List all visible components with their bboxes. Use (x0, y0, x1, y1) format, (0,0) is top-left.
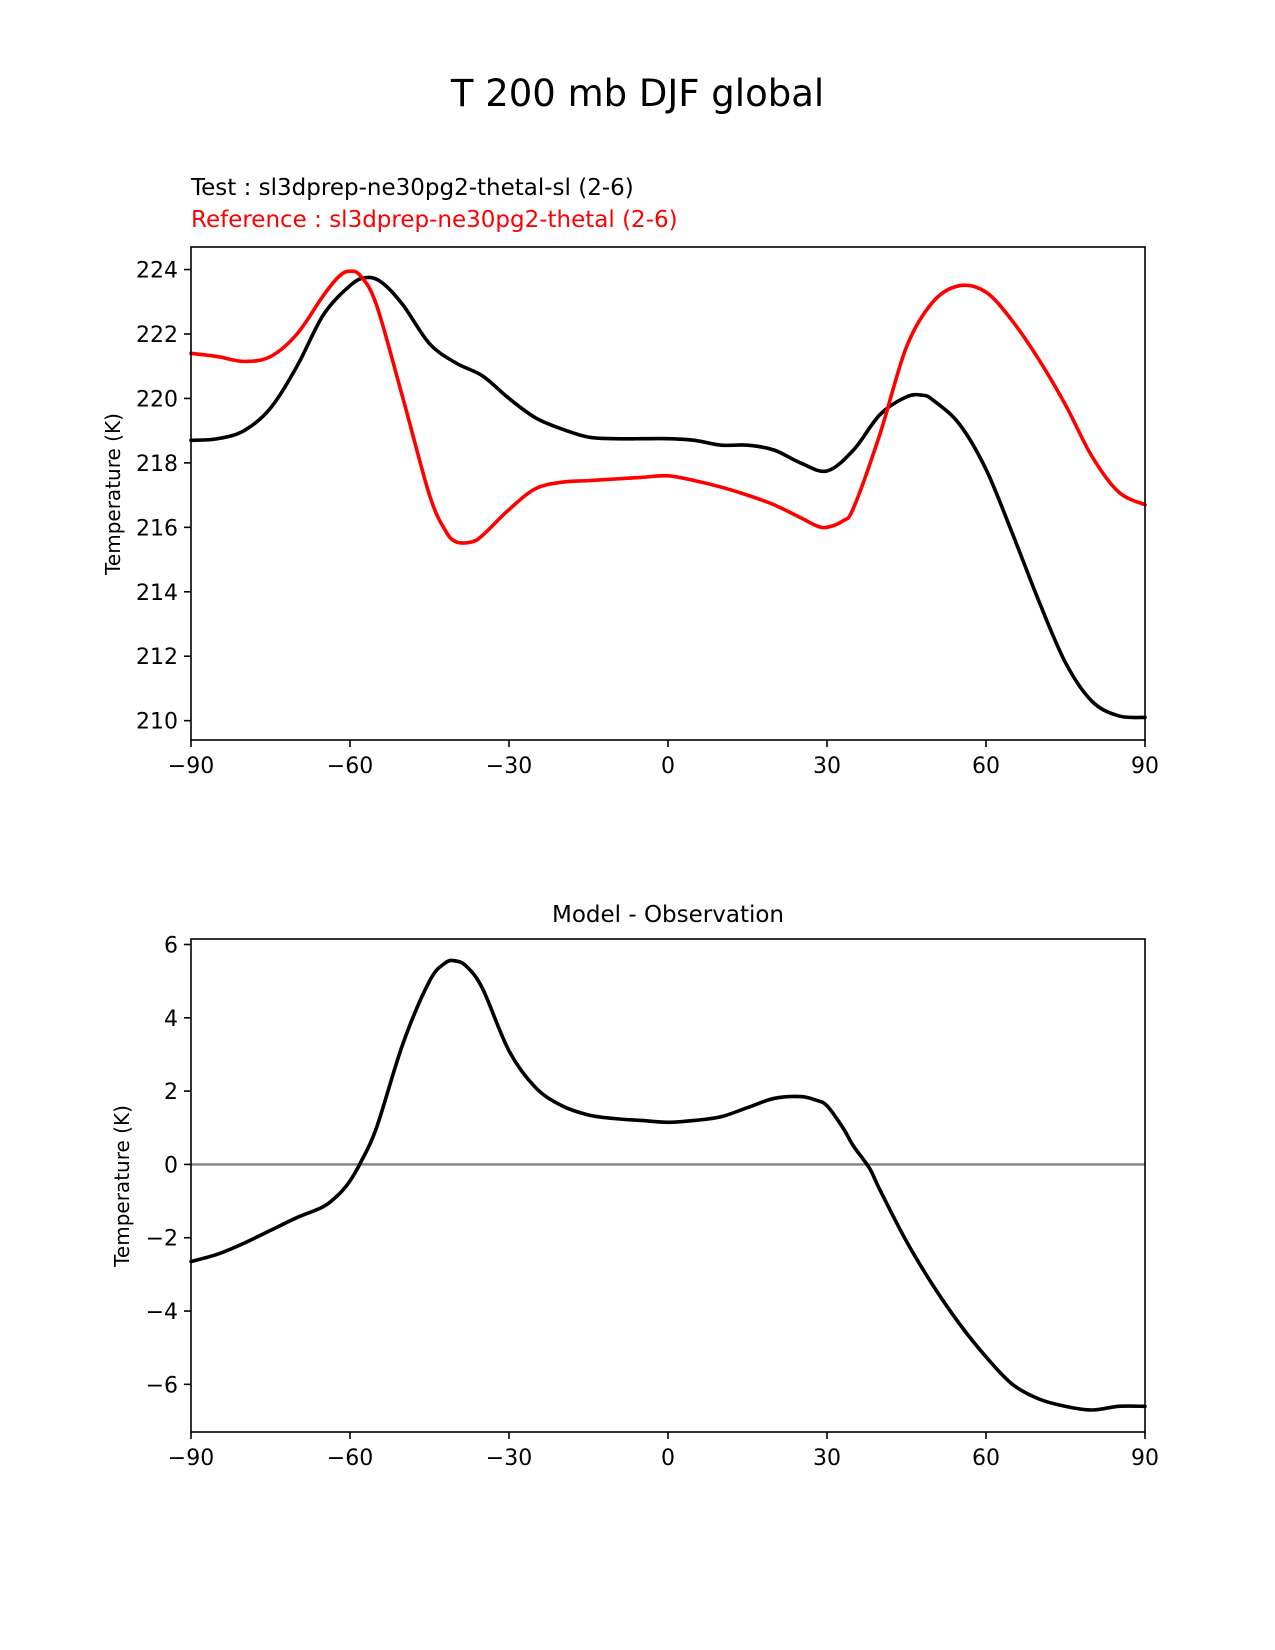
y-tick-label: 4 (164, 1007, 178, 1032)
y-tick-label: 6 (164, 933, 178, 958)
temperature-plot: −90 −60 −30 0 30 60 90 210 212 214 216 218 220 222 224 (136, 246, 1159, 779)
test-series-line (189, 275, 1147, 720)
x-tick-label: 30 (813, 754, 841, 779)
y-tick-label: 222 (136, 323, 178, 348)
y-tick-label: 218 (136, 452, 178, 477)
difference-series-line (189, 958, 1147, 1412)
x-tick-label: 90 (1131, 1446, 1159, 1471)
y-tick-label: 220 (136, 387, 178, 412)
y-tick-label: 224 (136, 259, 178, 284)
y-tick-label: 212 (136, 645, 178, 670)
y-tick-label: 214 (136, 581, 178, 606)
test-series-label: Test : sl3dprep-ne30pg2-thetal-sl (2-6) (191, 175, 634, 201)
plot-frame (190, 938, 1146, 1433)
y-tick-label: −4 (146, 1300, 178, 1325)
reference-series-line (189, 269, 1147, 545)
x-tick-label: −60 (327, 754, 373, 779)
reference-series-label: Reference : sl3dprep-ne30pg2-thetal (2-6… (191, 207, 678, 233)
difference-plot: −90 −60 −30 0 30 60 90 −6 −4 −2 0 2 4 6 (146, 933, 1159, 1471)
x-tick-label: 0 (661, 1446, 675, 1471)
x-tick-label: 60 (972, 754, 1000, 779)
x-tick-label: 0 (661, 754, 675, 779)
plot-frame (190, 246, 1146, 741)
x-tick-label: −60 (327, 1446, 373, 1471)
difference-plot-title: Model - Observation (551, 902, 785, 928)
y-tick-label: 2 (164, 1080, 178, 1105)
x-tick-label: −90 (168, 754, 214, 779)
x-tick-label: 60 (972, 1446, 1000, 1471)
figure-title: T 200 mb DJF global (450, 72, 825, 115)
y-tick-label: 0 (164, 1153, 178, 1178)
x-tick-label: −30 (486, 754, 532, 779)
y-tick-label: 210 (136, 710, 178, 735)
y-tick-label: −2 (146, 1227, 178, 1252)
y-tick-label: −6 (146, 1373, 178, 1398)
x-tick-label: −90 (168, 1446, 214, 1471)
x-tick-label: 90 (1131, 754, 1159, 779)
x-tick-label: −30 (486, 1446, 532, 1471)
y-tick-label: 216 (136, 516, 178, 541)
x-tick-label: 30 (813, 1446, 841, 1471)
